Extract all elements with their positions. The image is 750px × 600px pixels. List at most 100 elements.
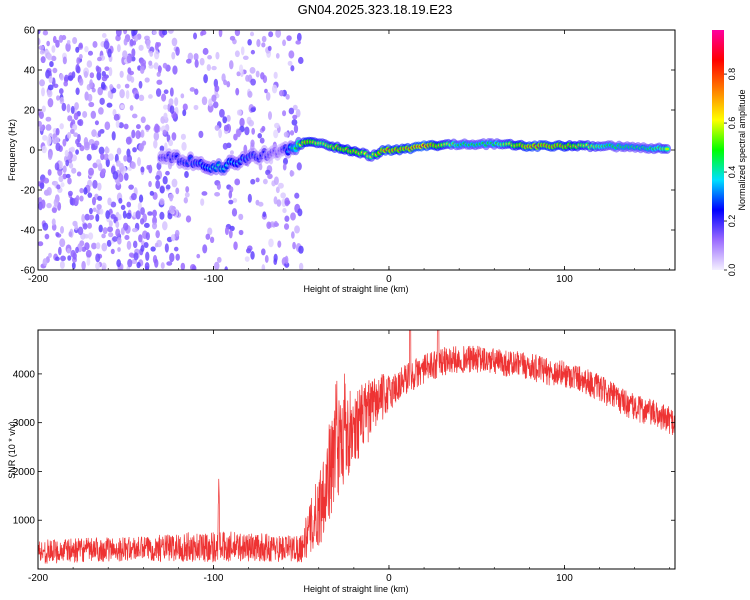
noise-cell (184, 170, 189, 179)
noise-cell (185, 58, 192, 64)
noise-cell (60, 255, 66, 262)
noise-cell (150, 246, 156, 252)
noise-cell (52, 67, 58, 74)
noise-cell (229, 150, 234, 155)
noise-cell (41, 87, 45, 97)
noise-cell (123, 155, 128, 162)
noise-cell (193, 53, 199, 61)
noise-cell (298, 262, 304, 270)
noise-cell (39, 182, 45, 190)
figure-title: GN04.2025.323.18.19.E23 (298, 2, 453, 17)
noise-cell (224, 226, 229, 236)
noise-cell (205, 233, 211, 240)
noise-cell (123, 123, 129, 130)
noise-cell (138, 94, 145, 102)
noise-cell (236, 109, 242, 116)
noise-cell (239, 117, 245, 127)
ridge-core-cell (665, 147, 670, 151)
noise-cell (218, 30, 223, 38)
noise-cell (126, 73, 132, 82)
noise-cell (110, 248, 115, 255)
noise-cell (267, 173, 273, 180)
noise-cell (228, 190, 233, 199)
noise-cell (70, 146, 75, 153)
noise-cell (185, 215, 192, 223)
noise-cell (273, 176, 279, 185)
noise-cell (87, 192, 93, 198)
noise-cell (51, 207, 57, 213)
noise-cell (46, 89, 53, 98)
noise-cell (264, 255, 269, 263)
y-tick-label: 1000 (13, 516, 36, 527)
noise-cell (85, 249, 92, 258)
y-tick-label: 40 (24, 66, 36, 77)
noise-cell (250, 251, 255, 260)
noise-cell (95, 262, 101, 270)
noise-cell (171, 132, 177, 141)
noise-cell (208, 98, 213, 107)
noise-cell (183, 197, 188, 204)
noise-cell (68, 162, 74, 169)
noise-cell (162, 176, 168, 185)
noise-cell (297, 208, 303, 217)
noise-cell (194, 59, 199, 68)
noise-cell (284, 255, 289, 265)
noise-cell (162, 104, 168, 110)
noise-cell (75, 149, 79, 155)
noise-cell (116, 147, 122, 155)
noise-cell (88, 101, 95, 108)
noise-cell (56, 184, 61, 190)
noise-cell (168, 139, 174, 147)
noise-cell (53, 83, 59, 89)
noise-cell (59, 123, 64, 130)
noise-cell (59, 73, 64, 81)
noise-cell (118, 197, 123, 204)
noise-cell (173, 246, 179, 252)
noise-cell (47, 53, 52, 61)
colorbar-tick-label: 0.4 (727, 166, 737, 179)
noise-cell (256, 39, 261, 48)
noise-cell (245, 74, 250, 82)
y-tick-label: 2000 (13, 467, 36, 478)
noise-cell (126, 240, 132, 250)
noise-cell (73, 132, 79, 138)
noise-cell (58, 246, 62, 256)
noise-cell (38, 30, 41, 35)
noise-cell (79, 195, 84, 202)
noise-cell (201, 191, 208, 196)
noise-cell (234, 178, 241, 186)
noise-cell (94, 120, 99, 126)
noise-cell (250, 78, 256, 86)
noise-cell (70, 249, 76, 258)
noise-cell (47, 98, 54, 108)
noise-cell (51, 45, 56, 53)
noise-cell (261, 35, 267, 43)
noise-cell (74, 102, 79, 111)
noise-cell (59, 96, 65, 105)
noise-cell (282, 157, 288, 165)
noise-cell (161, 93, 167, 102)
noise-cell (296, 32, 302, 42)
noise-cell (115, 220, 120, 229)
noise-cell (135, 130, 141, 140)
noise-cell (38, 45, 45, 51)
noise-cell (91, 129, 97, 138)
noise-cell (207, 227, 213, 236)
noise-cell (218, 128, 223, 139)
noise-cell (174, 229, 180, 237)
noise-cell (287, 60, 293, 66)
noise-cell (265, 91, 271, 101)
snr-frame (37, 329, 676, 570)
noise-cell (107, 90, 112, 99)
noise-cell (257, 201, 264, 207)
noise-cell (216, 182, 221, 190)
noise-cell (247, 193, 252, 203)
x-tick-label: 0 (386, 274, 392, 285)
noise-cell (39, 49, 45, 55)
noise-cell (99, 169, 105, 179)
noise-cell (110, 201, 117, 208)
noise-cell (260, 72, 265, 80)
noise-cell (239, 64, 244, 74)
y-tick-label: 4000 (13, 369, 36, 380)
noise-cell (294, 192, 300, 199)
